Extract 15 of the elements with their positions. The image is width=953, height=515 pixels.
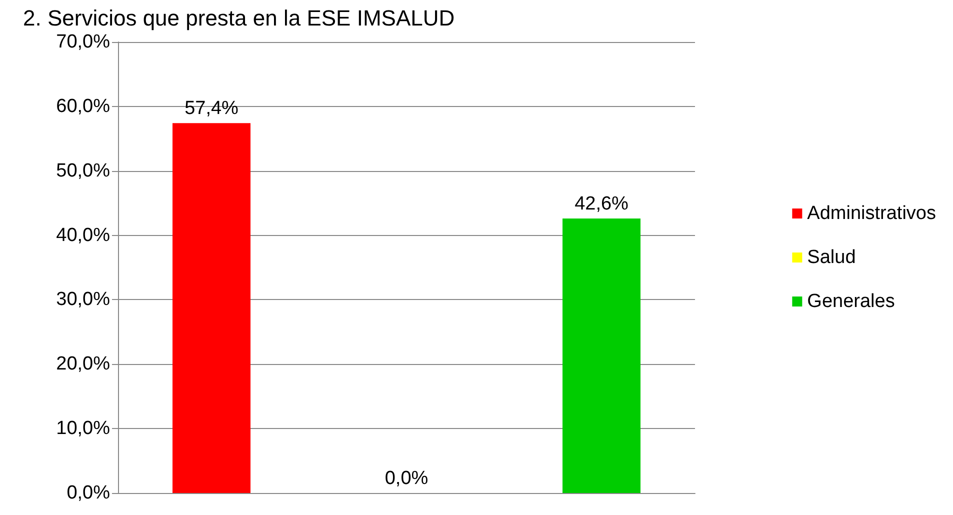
legend-label: Administrativos: [807, 203, 936, 224]
y-tick-label: 40,0%: [56, 224, 110, 246]
y-tick-label: 70,0%: [56, 32, 110, 52]
y-tick-label: 50,0%: [56, 160, 110, 182]
data-label: 0,0%: [384, 468, 428, 489]
data-label: 57,4%: [184, 98, 239, 120]
y-tick-label: 10,0%: [56, 418, 110, 440]
y-tick-label: 20,0%: [56, 354, 110, 375]
legend-label: Generales: [807, 291, 895, 312]
y-tick-label: 60,0%: [56, 96, 110, 117]
y-tick-label: 30,0%: [56, 289, 110, 310]
data-label: 42,6%: [574, 194, 629, 215]
y-tick-label: 0,0%: [66, 482, 110, 504]
legend-label: Salud: [807, 247, 856, 268]
chart-title: 2. Servicios que presta en la ESE IMSALUD: [23, 6, 455, 30]
